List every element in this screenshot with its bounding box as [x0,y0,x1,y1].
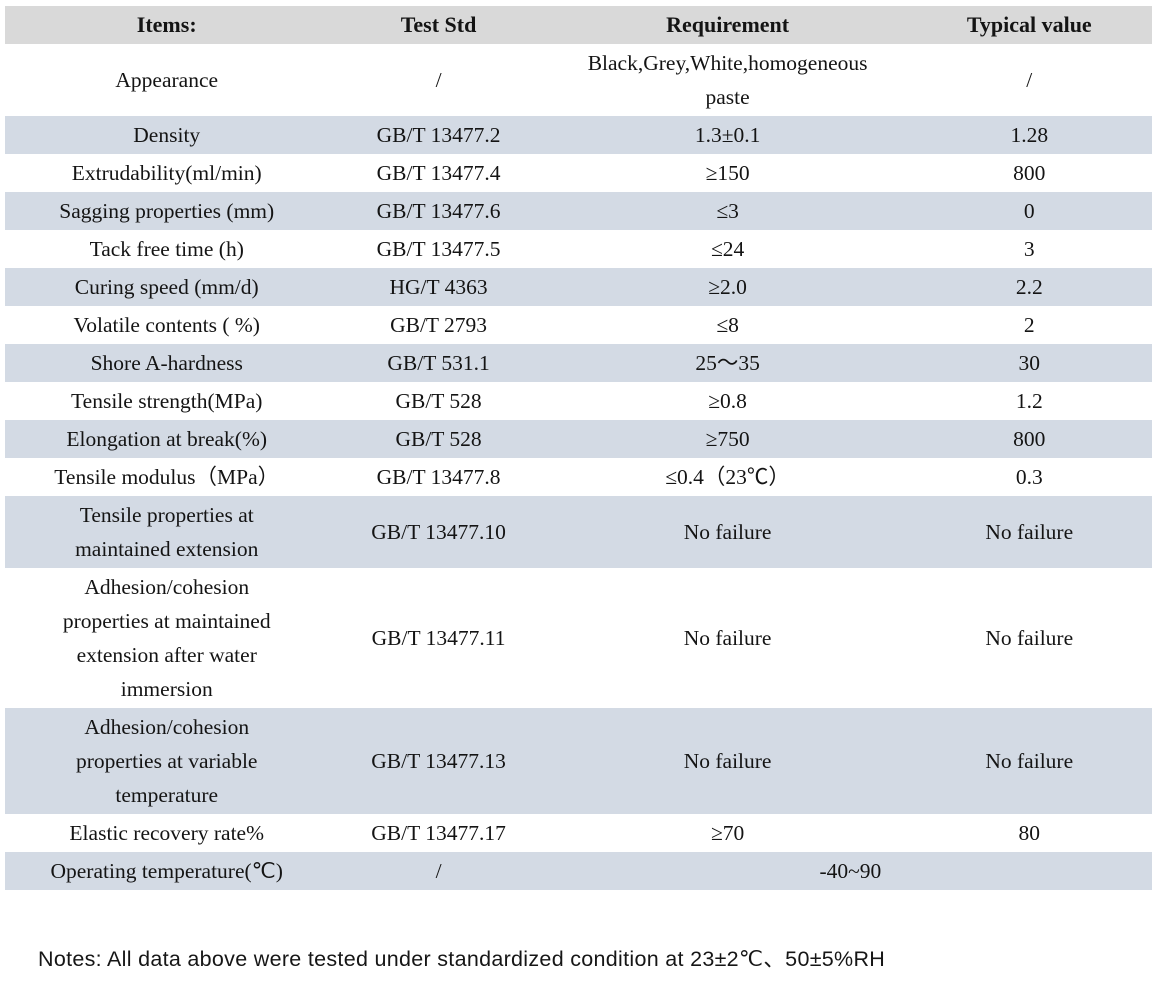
table-body: Appearance / Black,Grey,White,homogeneous … [5,44,1152,890]
typical-value-cell: 0.3 [1015,465,1043,489]
test-std-cell: GB/T 13477.10 [371,520,506,544]
item-cell: Curing speed (mm/d) [74,275,259,299]
typical-value-cell: 800 [1013,427,1046,451]
typical-value-cell: No failure [985,520,1074,544]
requirement-cell: ≥70 [710,821,745,845]
typical-value-cell: 800 [1013,161,1046,185]
item-cell: Adhesion/cohesion properties at maintain… [62,575,271,701]
test-std-cell: GB/T 13477.11 [371,626,506,650]
item-cell: Density [133,123,201,147]
item-cell: Appearance [115,68,219,92]
test-std-cell: GB/T 13477.17 [371,821,506,845]
typical-value-cell: No failure [985,626,1074,650]
test-std-cell: GB/T 13477.6 [376,199,501,223]
test-std-cell: HG/T 4363 [389,275,488,299]
item-cell: Elongation at break(%) [66,427,268,451]
column-header-requirement: Requirement [548,6,907,44]
item-cell: Extrudability(ml/min) [71,161,262,185]
typical-value-cell: 80 [1018,821,1041,845]
column-header-typical-value: Typical value [906,6,1152,44]
requirement-cell: ≥2.0 [708,275,747,299]
typical-value-cell: 2 [1023,313,1035,337]
table-header-row: Items: Test Std Requirement Typical value [5,6,1152,44]
typical-value-cell: 3 [1023,237,1035,261]
item-cell: Shore A-hardness [90,351,243,375]
test-std-cell: GB/T 531.1 [387,351,490,375]
notes-text: Notes: All data above were tested under … [38,947,886,971]
table-row: Sagging properties (mm) GB/T 13477.6 ≤3 0 [5,192,1152,230]
table-row: Adhesion/cohesion properties at maintain… [5,568,1152,708]
item-cell: Tack free time (h) [89,237,244,261]
test-std-cell: GB/T 528 [395,427,482,451]
spec-table: Items: Test Std Requirement Typical value A… [5,6,1152,890]
item-cell: Tensile properties at maintained extensi… [75,503,259,561]
requirement-cell: ≤24 [710,237,745,261]
table-row: Tack free time (h) GB/T 13477.5 ≤24 3 [5,230,1152,268]
column-header-test-std: Test Std [328,6,549,44]
item-cell: Volatile contents ( %) [73,313,260,337]
requirement-cell: No failure [683,626,772,650]
table-row: Adhesion/cohesion properties at variable… [5,708,1152,814]
item-cell: Sagging properties (mm) [59,199,275,223]
test-std-cell: GB/T 13477.5 [376,237,501,261]
test-std-cell: GB/T 2793 [390,313,488,337]
table-row: Extrudability(ml/min) GB/T 13477.4 ≥150 800 [5,154,1152,192]
table-row: Appearance / Black,Grey,White,homogeneous … [5,44,1152,116]
requirement-cell: ≥150 [705,161,750,185]
requirement-cell: ≤3 [716,199,739,223]
typical-value-cell: 30 [1018,351,1041,375]
typical-value-cell: / [1026,68,1033,92]
table-row: Elastic recovery rate% GB/T 13477.17 ≥70 80 [5,814,1152,852]
item-cell: Operating temperature(℃) [50,859,283,883]
table-row: Tensile modulus（MPa） GB/T 13477.8 ≤0.4（23℃… [5,458,1152,496]
table-row: Density GB/T 13477.2 1.3±0.1 1.28 [5,116,1152,154]
requirement-cell: 1.3±0.1 [694,123,761,147]
requirement-cell: 25～35 [695,351,760,375]
typical-value-cell: 0 [1023,199,1035,223]
typical-value-cell: No failure [985,749,1074,773]
table-row: Curing speed (mm/d) HG/T 4363 ≥2.0 2.2 [5,268,1152,306]
requirement-cell: -40~90 [819,859,882,883]
requirement-cell: ≤8 [716,313,739,337]
test-std-cell: GB/T 13477.8 [376,465,501,489]
requirement-cell: No failure [683,520,772,544]
requirement-cell: No failure [683,749,772,773]
requirement-cell: ≥0.8 [708,389,747,413]
item-cell: Elastic recovery rate% [69,821,265,845]
item-cell: Tensile strength(MPa) [71,389,263,413]
table-row: Operating temperature(℃) / -40~90 [5,852,1152,890]
typical-value-cell: 1.28 [1010,123,1049,147]
table-head: Items: Test Std Requirement Typical value [5,6,1152,44]
test-std-cell: / [435,859,442,883]
table-row: Shore A-hardness GB/T 531.1 25～35 30 [5,344,1152,382]
requirement-cell: Black,Grey,White,homogeneous paste [587,51,868,109]
typical-value-cell: 1.2 [1015,389,1043,413]
table-row: Volatile contents ( %) GB/T 2793 ≤8 2 [5,306,1152,344]
requirement-cell: ≥750 [705,427,750,451]
requirement-cell: ≤0.4（23℃） [665,465,790,489]
column-header-items: Items: [5,6,329,44]
test-std-cell: GB/T 528 [395,389,482,413]
test-std-cell: GB/T 13477.2 [376,123,501,147]
item-cell: Adhesion/cohesion properties at variable… [75,715,258,807]
table-row: Elongation at break(%) GB/T 528 ≥750 800 [5,420,1152,458]
test-std-cell: / [435,68,442,92]
typical-value-cell: 2.2 [1015,275,1043,299]
table-row: Tensile properties at maintained extensi… [5,496,1152,568]
table-row: Tensile strength(MPa) GB/T 528 ≥0.8 1.2 [5,382,1152,420]
test-std-cell: GB/T 13477.4 [376,161,501,185]
item-cell: Tensile modulus（MPa） [54,465,280,489]
test-std-cell: GB/T 13477.13 [371,749,506,773]
